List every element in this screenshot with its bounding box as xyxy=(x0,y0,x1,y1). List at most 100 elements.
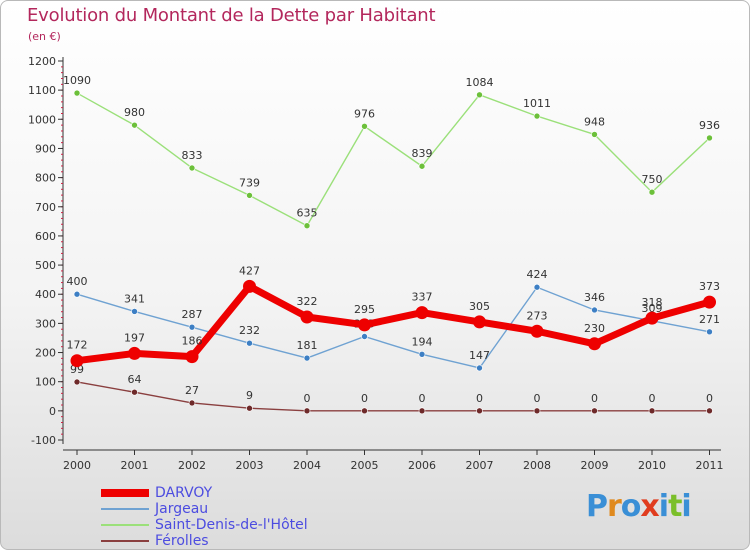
data-point xyxy=(303,407,311,415)
data-label: 147 xyxy=(469,349,490,362)
data-label: 309 xyxy=(642,302,663,315)
y-tick-label: 900 xyxy=(35,142,56,155)
data-point xyxy=(361,407,368,415)
legend-label: Jargeau xyxy=(155,501,209,517)
data-point xyxy=(188,323,196,331)
y-tick-label: 400 xyxy=(35,288,56,301)
logo-letter: i xyxy=(658,489,669,524)
data-label: 337 xyxy=(412,291,433,304)
data-point xyxy=(131,308,138,315)
legend-label: Férolles xyxy=(155,533,209,549)
legend-swatch xyxy=(101,508,149,510)
y-tick-label: 0 xyxy=(49,405,56,418)
data-point xyxy=(533,283,541,291)
data-point xyxy=(418,407,426,415)
data-point xyxy=(131,121,138,129)
data-point xyxy=(473,315,486,329)
data-point xyxy=(246,404,253,412)
data-label: 427 xyxy=(239,264,260,277)
logo-letter: x xyxy=(640,489,659,524)
data-point xyxy=(648,188,656,196)
data-point xyxy=(361,333,368,340)
data-label: 373 xyxy=(699,280,720,293)
data-point xyxy=(188,399,196,407)
data-label: 0 xyxy=(419,392,426,405)
legend-swatch xyxy=(101,524,149,526)
data-label: 1084 xyxy=(466,76,494,89)
chart-unit: (en €) xyxy=(28,30,61,43)
data-point xyxy=(358,318,371,332)
data-label: 1090 xyxy=(63,74,91,87)
logo-letter: o xyxy=(620,489,642,524)
legend-label: DARVOY xyxy=(155,485,213,501)
data-label: 750 xyxy=(642,173,663,186)
data-label: 0 xyxy=(649,392,656,405)
y-tick-label: 300 xyxy=(35,317,56,330)
data-label: 305 xyxy=(469,300,490,313)
logo-letter: t xyxy=(668,489,682,524)
data-point xyxy=(415,306,429,320)
data-label: 0 xyxy=(476,392,483,405)
logo-letter: i xyxy=(681,489,691,524)
data-label: 322 xyxy=(297,295,318,308)
data-point xyxy=(418,350,426,358)
data-point xyxy=(703,295,716,309)
legend-swatch xyxy=(101,489,149,497)
data-label: 833 xyxy=(182,149,203,162)
data-label: 64 xyxy=(128,373,142,386)
data-label: 1011 xyxy=(523,97,551,110)
x-tick-label: 2000 xyxy=(63,459,91,472)
data-label: 295 xyxy=(354,303,375,316)
data-point xyxy=(588,337,601,351)
data-point xyxy=(73,378,81,386)
y-tick-label: 700 xyxy=(35,201,56,214)
legend-label: Saint-Denis-de-l'Hôtel xyxy=(155,517,308,533)
data-label: 424 xyxy=(527,268,548,281)
data-point xyxy=(530,324,544,338)
data-label: 0 xyxy=(361,392,368,405)
data-label: 273 xyxy=(527,309,548,322)
x-tick-label: 2008 xyxy=(523,459,551,472)
x-tick-label: 2002 xyxy=(178,459,206,472)
data-label: 197 xyxy=(124,331,145,344)
data-label: 635 xyxy=(297,207,318,220)
data-point xyxy=(246,339,253,347)
data-point xyxy=(591,407,598,415)
data-point xyxy=(303,354,311,362)
proxiti-logo: Proxiti xyxy=(586,489,692,524)
data-label: 9 xyxy=(246,389,253,402)
series-line-2 xyxy=(76,92,711,227)
data-point xyxy=(185,350,199,364)
data-label: 271 xyxy=(699,313,720,326)
data-label: 976 xyxy=(354,107,375,120)
y-tick-label: 600 xyxy=(35,230,56,243)
data-label: 230 xyxy=(584,322,605,335)
data-point xyxy=(243,279,256,293)
logo-letter: r xyxy=(607,489,622,524)
data-label: 232 xyxy=(239,324,260,337)
data-point xyxy=(418,162,426,170)
x-tick-label: 2001 xyxy=(121,459,149,472)
data-point xyxy=(706,407,713,415)
data-label: 181 xyxy=(297,339,318,352)
data-point xyxy=(73,290,81,298)
x-tick-label: 2003 xyxy=(236,459,264,472)
data-label: 194 xyxy=(412,335,433,348)
data-label: 0 xyxy=(591,392,598,405)
y-tick-label: 1000 xyxy=(28,113,56,126)
data-label: 739 xyxy=(239,176,260,189)
x-tick-label: 2005 xyxy=(351,459,379,472)
y-tick-label: 200 xyxy=(35,347,56,360)
data-point xyxy=(476,407,483,415)
data-label: 99 xyxy=(70,363,84,376)
y-tick-label: -100 xyxy=(31,434,56,447)
data-label: 27 xyxy=(185,384,199,397)
data-label: 400 xyxy=(67,275,88,288)
data-label: 839 xyxy=(412,147,433,160)
data-point xyxy=(645,311,659,325)
data-point xyxy=(591,306,598,314)
x-tick-label: 2011 xyxy=(696,459,724,472)
x-tick-label: 2007 xyxy=(466,459,494,472)
x-tick-label: 2004 xyxy=(293,459,321,472)
data-label: 172 xyxy=(67,339,88,352)
